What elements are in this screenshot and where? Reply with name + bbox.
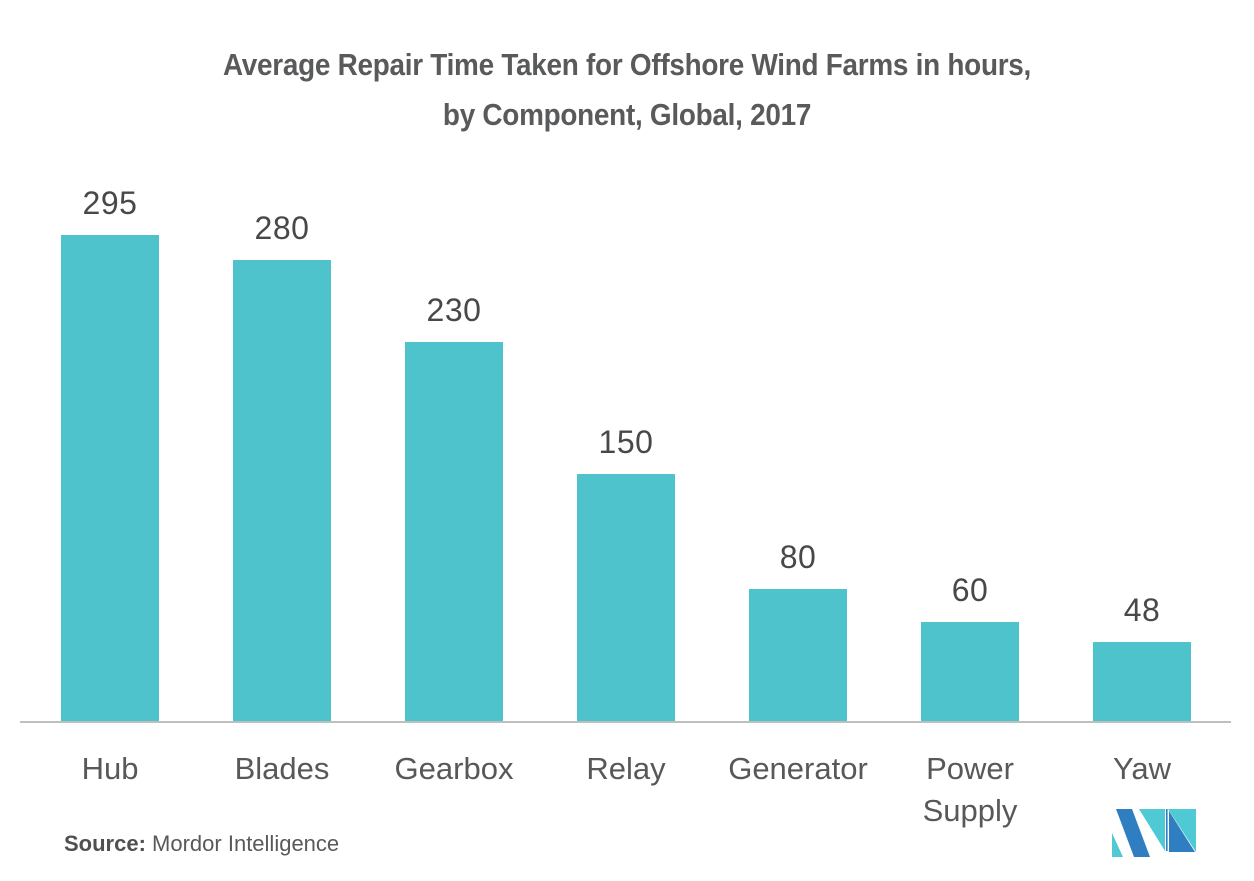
bar-column-power-supply: 60 <box>884 161 1056 721</box>
x-tick-label-gearbox: Gearbox <box>394 751 514 786</box>
x-tick-label-hub: Hub <box>81 751 139 786</box>
x-tick-label-blades: Blades <box>234 751 330 786</box>
bar-value-label: 230 <box>426 292 482 328</box>
plot-area: 295 280 230 150 80 60 48 <box>24 161 1228 721</box>
x-tick-label-relay: Relay <box>586 751 666 786</box>
x-tick-label-power-supply: Power Supply <box>922 751 1018 828</box>
bar-value-label: 80 <box>779 539 817 575</box>
bar-column-generator: 80 <box>712 161 884 721</box>
bar-relay <box>577 474 675 721</box>
bar-value-label: 280 <box>254 210 310 246</box>
source-text: Mordor Intelligence <box>152 831 340 856</box>
x-axis-labels: Hub Blades Gearbox Relay Generator Power Supp… <box>24 748 1228 832</box>
bar-column-gearbox: 230 <box>368 161 540 721</box>
bar-hub <box>61 235 159 721</box>
bar-column-relay: 150 <box>540 161 712 721</box>
bar-blades <box>233 260 331 721</box>
bar-column-blades: 280 <box>196 161 368 721</box>
bar-generator <box>749 589 847 721</box>
chart-title-line-2: by Component, Global, 2017 <box>442 97 812 132</box>
x-tick-label-yaw: Yaw <box>1112 751 1171 786</box>
x-axis-line <box>20 721 1231 723</box>
bar-value-label: 150 <box>598 424 654 460</box>
mordor-intelligence-logo <box>1112 809 1196 857</box>
x-tick-label-generator: Generator <box>728 751 868 786</box>
bar-column-hub: 295 <box>24 161 196 721</box>
bar-value-label: 295 <box>82 185 138 221</box>
source-note: Source: Mordor Intelligence <box>64 831 339 857</box>
bar-value-label: 48 <box>1123 592 1161 628</box>
source-label: Source: <box>64 831 146 856</box>
chart-title: Average Repair Time Taken for Offshore W… <box>63 40 1192 140</box>
bar-power-supply <box>921 622 1019 721</box>
bar-value-label: 60 <box>951 572 989 608</box>
chart-title-line-1: Average Repair Time Taken for Offshore W… <box>222 47 1032 82</box>
bar-yaw <box>1093 642 1191 721</box>
bar-gearbox <box>405 342 503 721</box>
bar-column-yaw: 48 <box>1056 161 1228 721</box>
